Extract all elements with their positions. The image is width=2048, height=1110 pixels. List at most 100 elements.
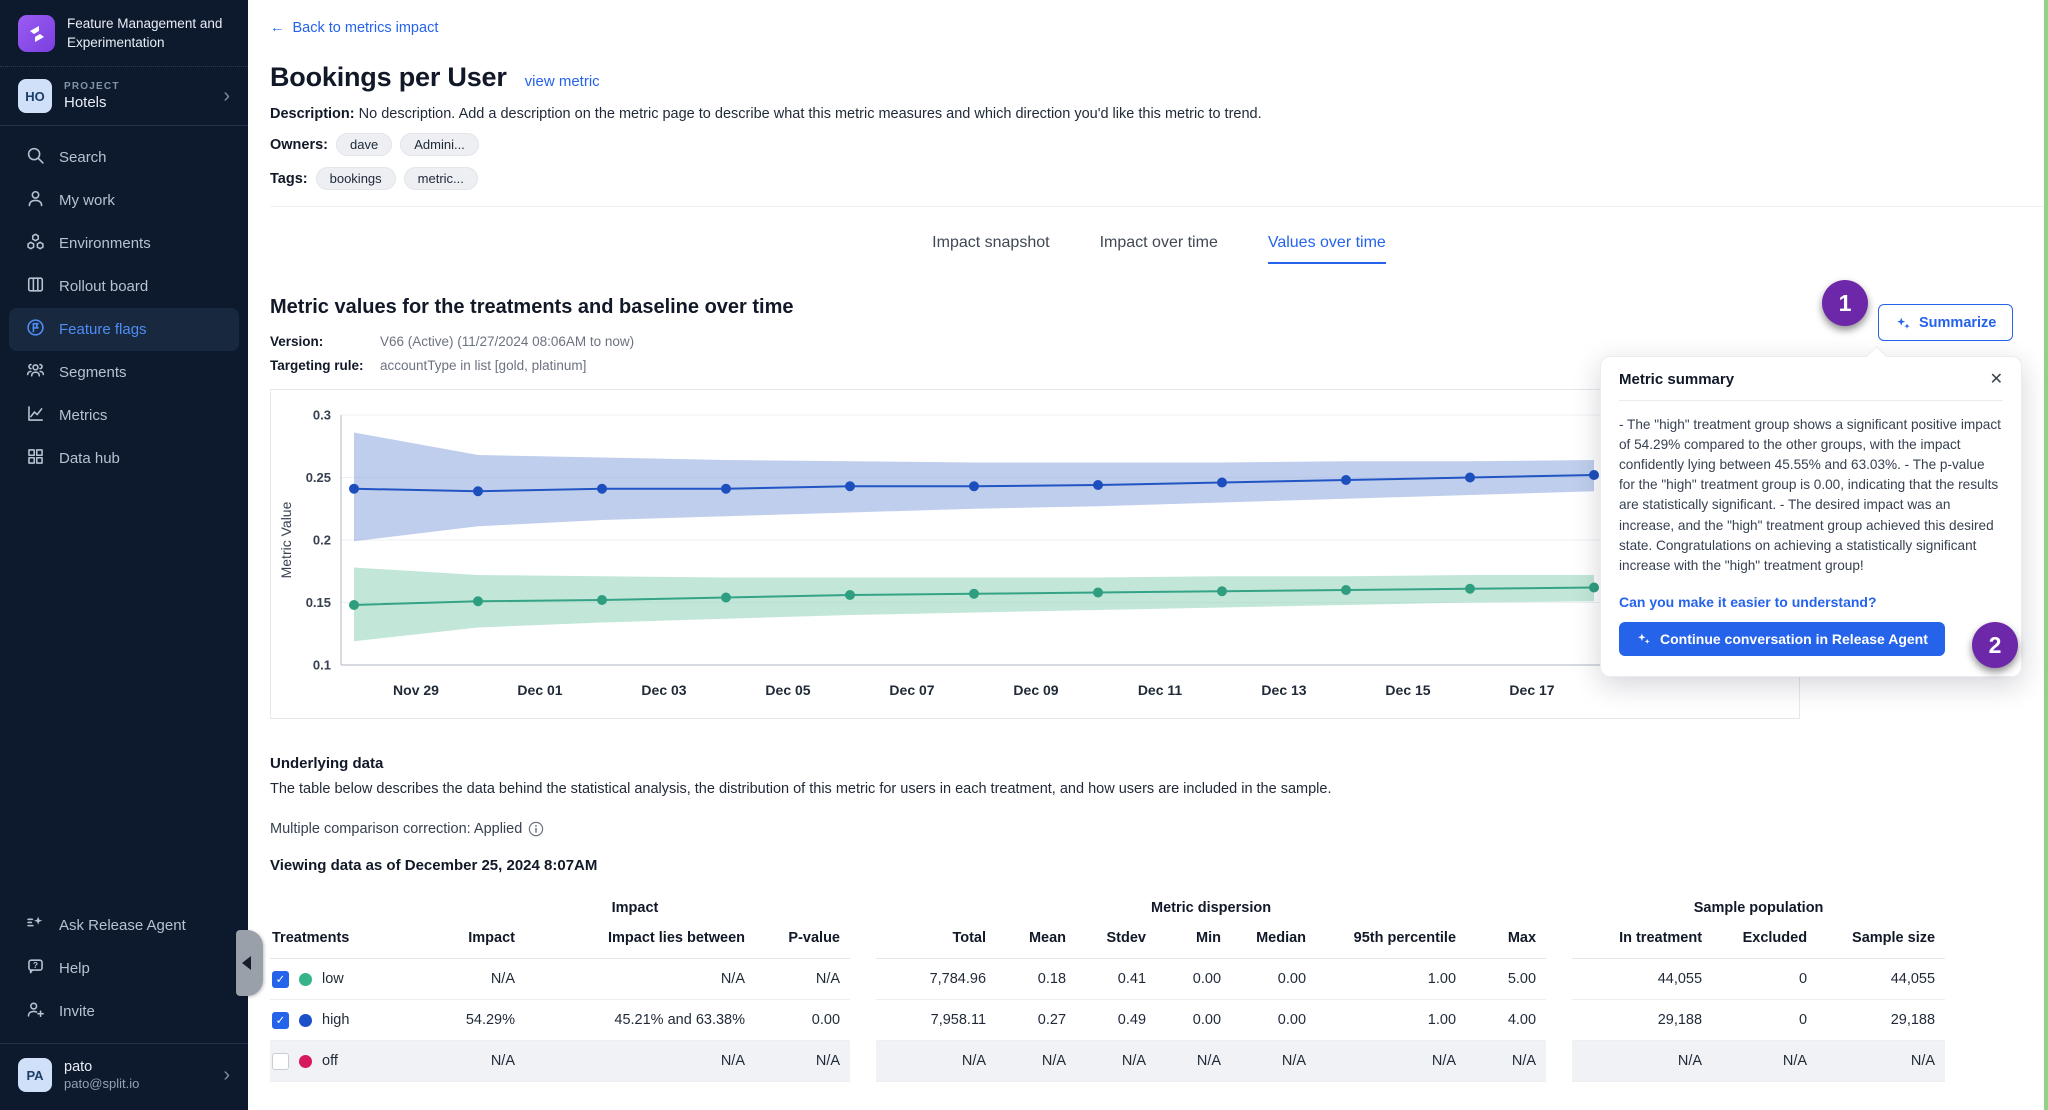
- svg-text:Dec 07: Dec 07: [889, 682, 934, 698]
- divider: [270, 206, 2048, 207]
- screen-share-border: [2044, 0, 2048, 1110]
- cell: N/A: [420, 1040, 525, 1082]
- underlying-data-title: Underlying data: [270, 755, 384, 772]
- sidebar-item-my-work[interactable]: My work: [9, 179, 239, 222]
- column-header-stdev: Stdev: [1076, 926, 1157, 959]
- svg-text:Dec 15: Dec 15: [1385, 682, 1430, 698]
- easier-to-understand-link[interactable]: Can you make it easier to understand?: [1619, 593, 1877, 610]
- svg-text:0.3: 0.3: [313, 408, 331, 423]
- cell: 7,784.96: [876, 958, 997, 1000]
- user-email: pato@split.io: [64, 1076, 140, 1091]
- sidebar-item-rollout-board[interactable]: Rollout board: [9, 265, 239, 308]
- treatment-name: low: [322, 971, 344, 987]
- treatment-checkbox-low[interactable]: ✓: [272, 970, 289, 988]
- back-link[interactable]: ← Back to metrics impact: [270, 20, 439, 36]
- cell: 0.41: [1076, 958, 1157, 1000]
- metrics-icon: [26, 404, 45, 427]
- annotation-badge-2: 2: [1972, 622, 2018, 668]
- sidebar-nav: Search My work Environments Rollout board Fe…: [0, 126, 248, 490]
- project-switcher[interactable]: HO PROJECT Hotels ›: [0, 67, 248, 125]
- sidebar-item-segments[interactable]: Segments: [9, 351, 239, 394]
- cell: N/A: [420, 958, 525, 1000]
- viewing-data-timestamp: Viewing data as of December 25, 2024 8:0…: [270, 857, 598, 874]
- version-row: Version: V66 (Active) (11/27/2024 08:06A…: [270, 334, 635, 349]
- column-header-min: Min: [1156, 926, 1232, 959]
- board-icon: [26, 275, 45, 298]
- divider: [0, 125, 248, 126]
- page-title: Bookings per User: [270, 62, 507, 92]
- cell: 29,188: [1817, 999, 1946, 1041]
- tab-impact-over-time[interactable]: Impact over time: [1099, 234, 1218, 251]
- sidebar-item-feature-flags[interactable]: Feature flags: [9, 308, 239, 351]
- cell: 4.00: [1466, 999, 1547, 1041]
- flag-icon: [26, 318, 45, 341]
- svg-text:0.1: 0.1: [313, 658, 331, 673]
- info-icon[interactable]: [528, 821, 544, 837]
- grid-icon: [26, 447, 45, 470]
- svg-text:Dec 11: Dec 11: [1138, 682, 1183, 698]
- help-icon: ?: [26, 957, 45, 980]
- sidebar-item-help[interactable]: ? Help: [9, 947, 239, 990]
- targeting-rule-row: Targeting rule: accountType in list [gol…: [270, 358, 587, 373]
- annotation-badge-1: 1: [1822, 280, 1868, 326]
- column-header-total: Total: [876, 926, 997, 959]
- chevron-left-icon: [242, 956, 251, 970]
- divider: [0, 66, 248, 67]
- arrow-left-icon: ←: [270, 20, 285, 36]
- tag-pill: metric...: [403, 167, 478, 190]
- column-header-median: Median: [1231, 926, 1317, 959]
- invite-icon: [26, 1000, 45, 1023]
- divider: [1619, 400, 2003, 401]
- underlying-data-table: Impact Metric dispersion Sample population…: [270, 896, 1946, 1082]
- sparkle-icon: [26, 914, 45, 937]
- svg-text:Dec 01: Dec 01: [517, 682, 562, 698]
- column-header-sample-size: Sample size: [1817, 926, 1946, 959]
- sidebar-item-search[interactable]: Search: [9, 136, 239, 179]
- user-menu[interactable]: PA pato pato@split.io ›: [0, 1044, 248, 1110]
- close-icon[interactable]: ✕: [1989, 370, 2003, 388]
- cell: 0.00: [1156, 958, 1232, 1000]
- cell: 5.00: [1466, 958, 1547, 1000]
- summarize-button[interactable]: Summarize: [1878, 304, 2014, 341]
- sidebar-item-metrics[interactable]: Metrics: [9, 394, 239, 437]
- environments-icon: [26, 232, 45, 255]
- cell: 45.21% and 63.38%: [525, 999, 755, 1041]
- metric-values-chart: 0.3 0.25 0.2 0.15 0.1 Nov 29 Dec 01 Dec 03 Dec 0…: [270, 389, 1800, 719]
- sidebar-footer-nav: Ask Release Agent? Help Invite: [0, 894, 248, 1043]
- svg-text:Dec 09: Dec 09: [1013, 682, 1058, 698]
- treatment-checkbox-off[interactable]: [272, 1052, 289, 1070]
- table-row-low: ✓ low N/A N/A N/A 7,784.96 0.18 0.41 0.00 0.00 1.0…: [270, 958, 1946, 1000]
- tags-row: Tags: bookings metric...: [270, 167, 2048, 190]
- cell: 1.00: [1316, 999, 1467, 1041]
- sidebar-collapse-handle[interactable]: [236, 930, 263, 996]
- cell: 0: [1712, 999, 1818, 1041]
- column-header-p-value: P-value: [755, 926, 851, 959]
- cell: 0.27: [996, 999, 1077, 1041]
- group-header-impact: Impact: [611, 900, 659, 916]
- cell: 44,055: [1572, 958, 1713, 1000]
- cell: N/A: [755, 1040, 851, 1082]
- svg-text:Dec 17: Dec 17: [1509, 682, 1554, 698]
- svg-text:0.25: 0.25: [306, 470, 331, 485]
- sidebar-item-data-hub[interactable]: Data hub: [9, 437, 239, 480]
- cell: 44,055: [1817, 958, 1946, 1000]
- tab-bar: Impact snapshot Impact over time Values ov…: [270, 234, 2048, 264]
- popover-title: Metric summary: [1619, 371, 1735, 388]
- sidebar-item-invite[interactable]: Invite: [9, 990, 239, 1033]
- search-icon: [26, 146, 45, 169]
- sidebar-item-environments[interactable]: Environments: [9, 222, 239, 265]
- continue-conversation-button[interactable]: Continue conversation in Release Agent: [1619, 621, 1945, 656]
- cell: 54.29%: [420, 999, 525, 1041]
- cell: N/A: [525, 958, 755, 1000]
- sidebar-item-ask-release-agent[interactable]: Ask Release Agent: [9, 904, 239, 947]
- tab-impact-snapshot[interactable]: Impact snapshot: [932, 234, 1050, 251]
- main-content: ← Back to metrics impact Bookings per Us…: [248, 0, 2048, 1110]
- column-header-max: Max: [1466, 926, 1547, 959]
- cell: N/A: [1466, 1040, 1547, 1082]
- tab-values-over-time[interactable]: Values over time: [1267, 234, 1386, 264]
- project-badge: HO: [18, 79, 52, 113]
- cell: N/A: [1076, 1040, 1157, 1082]
- cell: 0.18: [996, 958, 1077, 1000]
- view-metric-link[interactable]: view metric: [524, 73, 600, 90]
- treatment-checkbox-high[interactable]: ✓: [272, 1011, 289, 1029]
